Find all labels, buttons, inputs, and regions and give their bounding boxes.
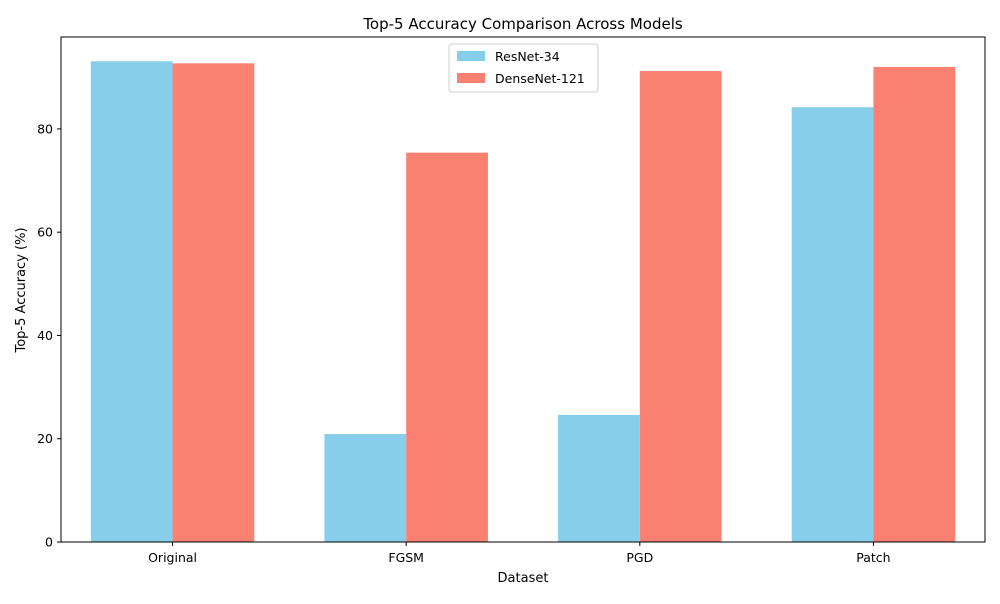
chart-title: Top-5 Accuracy Comparison Across Models xyxy=(362,15,683,33)
bar-densenet-121-original xyxy=(172,63,255,542)
y-tick-label: 60 xyxy=(37,225,53,240)
bar-densenet-121-pgd xyxy=(639,71,722,542)
legend-swatch xyxy=(457,73,485,83)
legend-box xyxy=(448,43,599,93)
x-tick-label: PGD xyxy=(626,550,653,565)
legend-swatch xyxy=(457,51,485,61)
bar-densenet-121-fgsm xyxy=(406,152,488,542)
y-tick-label: 80 xyxy=(37,121,53,136)
y-axis-label: Top-5 Accuracy (%) xyxy=(14,227,29,353)
bar-resnet-34-fgsm xyxy=(324,434,407,542)
y-tick-label: 20 xyxy=(37,431,53,446)
bar-resnet-34-original xyxy=(90,61,173,543)
bar-densenet-121-patch xyxy=(873,66,956,542)
bar-resnet-34-patch xyxy=(791,107,874,542)
legend-label: DenseNet-121 xyxy=(495,71,585,86)
legend-label: ResNet-34 xyxy=(495,49,560,64)
axes-layer: 0 20 40 60 80 Original FGSM PGD Patch xyxy=(37,36,986,565)
x-axis-label: Dataset xyxy=(498,571,549,586)
x-tick-label: Patch xyxy=(856,550,890,565)
bars-layer xyxy=(90,61,956,543)
plot-frame xyxy=(60,36,986,543)
x-tick-label: Original xyxy=(148,550,197,565)
legend: ResNet-34 DenseNet-121 xyxy=(448,43,599,93)
bar-resnet-34-pgd xyxy=(558,414,640,542)
x-tick-label: FGSM xyxy=(388,550,424,565)
y-tick-label: 0 xyxy=(45,535,53,550)
y-tick-label: 40 xyxy=(37,328,53,343)
